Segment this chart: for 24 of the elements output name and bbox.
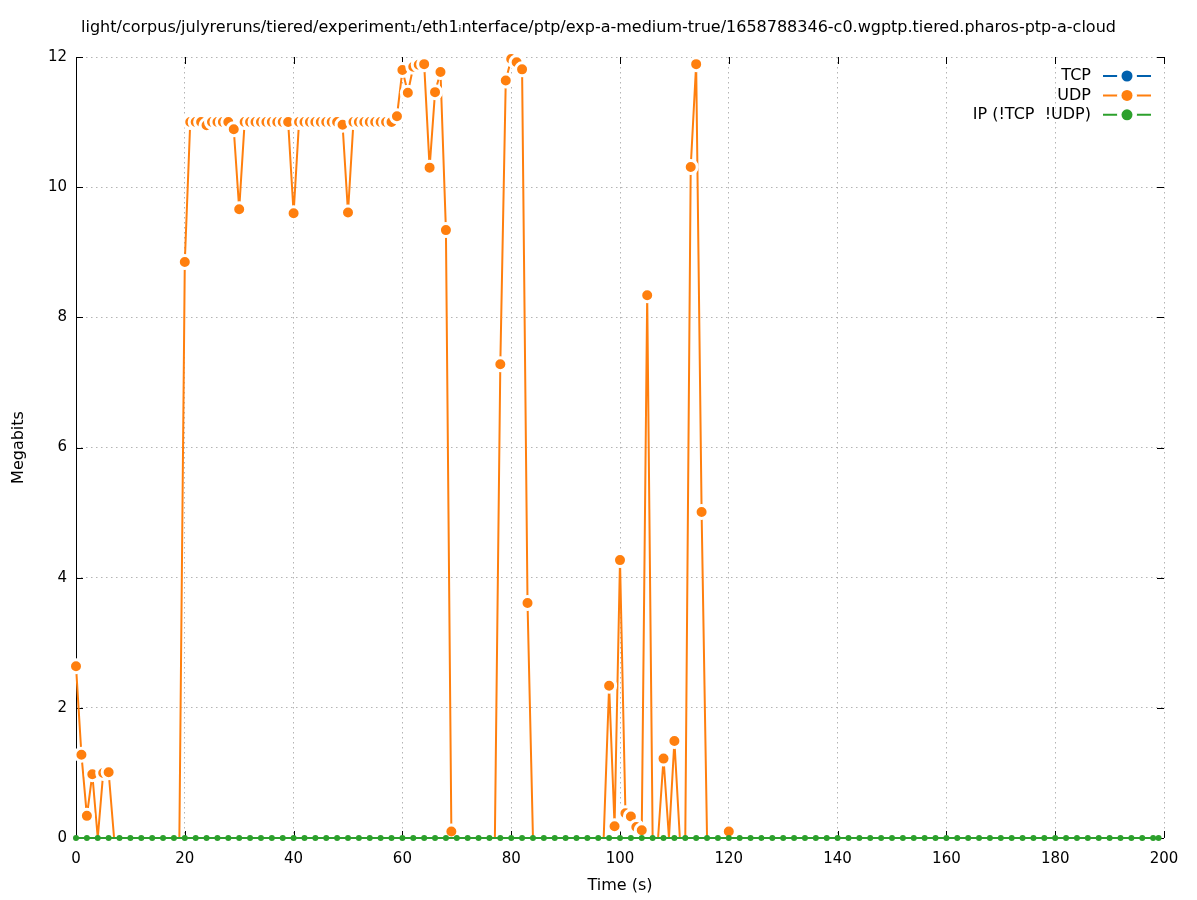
x-tick-label: 200 [1149,848,1179,867]
legend-label: TCP [1060,65,1092,85]
x-axis-title: Time (s) [586,875,653,895]
x-tick-label: 180 [1040,848,1070,867]
chart-title: light/corpus/julyreruns/tiered/experiment₁/eth1ᵢnterface/ptp/exp-a-medium-true/1658788346-c0.wgptp.tiered.pharos-ptp-a-cloud [81,17,1116,37]
y-axis-title: Megabits [8,411,28,484]
y-tick-label: 6 [57,437,67,456]
x-tick-label: 140 [823,848,852,867]
y-tick-label: 10 [47,177,67,196]
y-tick-label: 4 [57,567,67,586]
x-tick-label: 60 [392,848,412,867]
x-tick-label: 160 [932,848,961,867]
x-tick-label: 0 [71,848,81,867]
x-tick-label: 80 [501,848,521,867]
y-tick-label: 12 [47,46,67,65]
x-tick-label: 20 [175,848,195,867]
x-tick-label: 40 [284,848,304,867]
x-tick-label: 120 [714,848,744,867]
x-tick-label: 100 [605,848,635,867]
y-tick-label: 2 [57,697,67,716]
legend-label: UDP [1057,84,1092,104]
y-tick-label: 8 [57,307,67,326]
legend-label: IP (!TCP !UDP) [972,103,1091,123]
y-tick-label: 0 [57,827,67,846]
